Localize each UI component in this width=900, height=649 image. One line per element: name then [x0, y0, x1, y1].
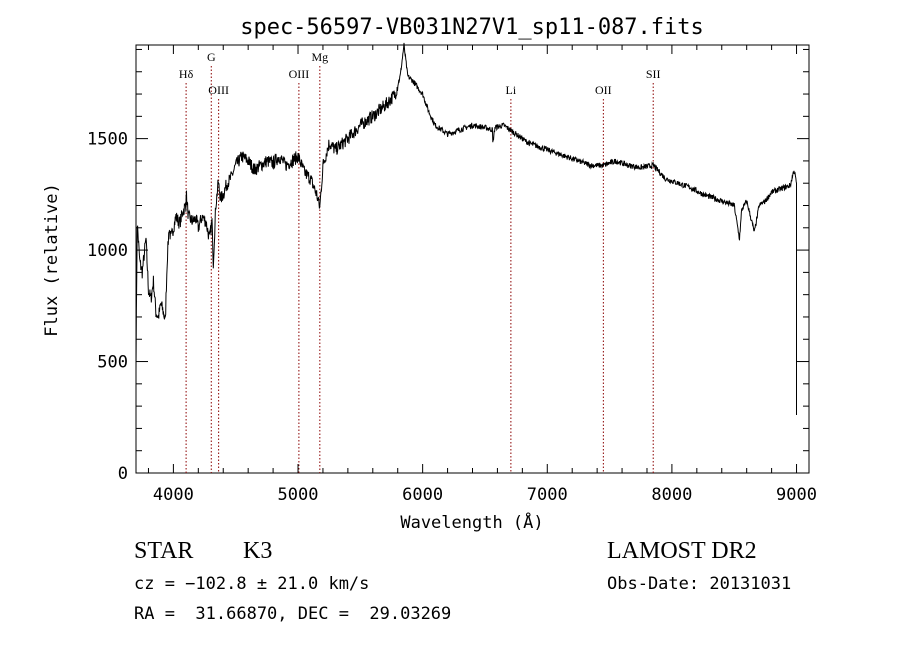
spectral-line-label: SII	[646, 67, 661, 81]
x-tick-label: 6000	[402, 485, 443, 505]
y-tick-label: 1500	[87, 130, 128, 150]
spectrum-series-line	[135, 42, 797, 473]
y-tick-label: 1000	[87, 241, 128, 261]
x-axis-label: Wavelength (Å)	[400, 511, 543, 533]
object-class: STAR	[134, 538, 194, 564]
spectral-line-label: Hδ	[179, 67, 194, 81]
spectral-line-label: Mg	[311, 50, 328, 64]
plot-frame	[135, 44, 810, 474]
spectral-line-label: G	[207, 50, 216, 64]
redshift-text: cz = −102.8 ± 21.0 km/s	[134, 574, 370, 594]
spectral-line-label: OII	[595, 83, 612, 97]
x-tick-label: 4000	[153, 485, 194, 505]
spectral-line-label: OIII	[289, 67, 310, 81]
x-tick-label: 8000	[651, 485, 692, 505]
coordinates-text: RA = 31.66870, DEC = 29.03269	[134, 604, 452, 624]
x-tick-label: 9000	[776, 485, 817, 505]
chart-title: spec-56597-VB031N27V1_sp11-087.fits	[240, 15, 704, 40]
axes-ticks: 4000 5000 6000 7000 8000 9000 0 500 1000 1500	[87, 45, 817, 505]
spectral-subclass: K3	[243, 538, 273, 564]
x-tick-label: 7000	[527, 485, 568, 505]
y-tick-label: 0	[118, 464, 128, 484]
y-axis-label: Flux (relative)	[42, 183, 62, 337]
survey-release: LAMOST DR2	[607, 538, 757, 564]
spectral-line-label: OIII	[208, 83, 229, 97]
obs-date-text: Obs-Date: 20131031	[607, 574, 792, 594]
x-tick-label: 5000	[278, 485, 319, 505]
y-tick-label: 500	[97, 353, 128, 373]
spectral-line-label: Li	[506, 83, 517, 97]
